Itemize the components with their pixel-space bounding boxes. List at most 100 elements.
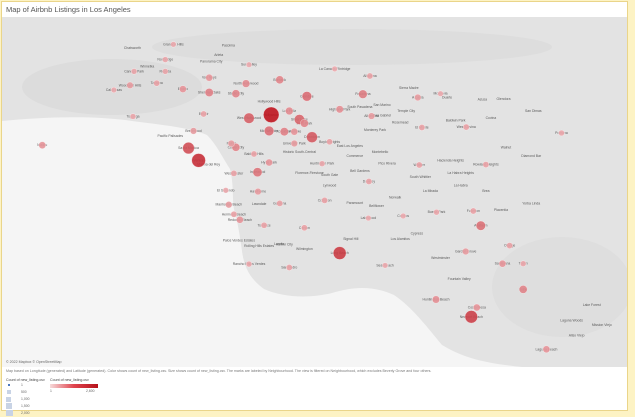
city-label: Historic South-Central [283, 150, 316, 154]
city-label: Monterey Park [364, 128, 386, 132]
listing-bubble[interactable]: Sherman Oaks [204, 88, 214, 97]
color-legend-max: 2,600 [86, 389, 95, 393]
city-label: Glendora [497, 97, 511, 101]
listing-bubble[interactable]: Alhambra [368, 112, 375, 120]
listing-bubble[interactable]: Garden Grove [462, 248, 470, 255]
listing-bubble[interactable]: Glendale [301, 91, 312, 102]
listing-bubble[interactable]: Boyle Heights [326, 138, 333, 146]
listing-bubble[interactable]: Laguna Beach [542, 345, 551, 353]
listing-bubble[interactable]: Woodland Hills [126, 81, 134, 89]
size-swatch [7, 390, 11, 394]
map-canvas[interactable]: Northridge Panorama City Pacoima Arleta Sun … [2, 17, 627, 367]
listing-bubble[interactable]: Hollywood [263, 106, 280, 123]
listing-bubble[interactable]: Buena Park [433, 209, 440, 216]
listing-bubble[interactable]: Van Nuys [205, 74, 213, 82]
listing-bubble[interactable]: Pasadena [358, 89, 368, 99]
listing-bubble[interactable]: Redondo Beach [236, 216, 244, 224]
map-attribution[interactable]: © 2022 Mapbox © OpenStreetMap [6, 360, 62, 364]
listing-bubble[interactable]: Whittier [416, 161, 423, 169]
color-legend-title: Count of new_listing.csv [50, 378, 89, 382]
listing-bubbles[interactable]: Hollywood Venice Long Beach Newport Beach Sa… [38, 41, 565, 353]
listing-bubble[interactable]: Inglewood [252, 167, 263, 177]
listing-bubble[interactable]: Tustin [520, 260, 527, 267]
listing-bubble[interactable]: Reseda [162, 68, 169, 75]
city-label: Brea [482, 189, 489, 193]
listing-bubble[interactable]: Brentwood [190, 127, 197, 135]
listing-bubble[interactable]: Canoga Park [131, 68, 138, 75]
city-label: Pico Rivera [378, 161, 395, 165]
listing-bubble[interactable]: North Hollywood [241, 79, 251, 88]
listing-bubble[interactable]: Burbank [275, 75, 284, 84]
listing-bubble[interactable]: Echo Park [300, 119, 309, 128]
listing-bubble[interactable]: Westchester [230, 170, 238, 177]
size-legend-title: Count of new_listing.csv [6, 378, 45, 382]
size-swatch [6, 403, 12, 409]
listing-bubble[interactable]: Lakewood [365, 215, 372, 222]
listing-bubble[interactable]: La Canada Flintridge [331, 65, 338, 72]
listing-bubble[interactable]: Northridge [162, 56, 169, 63]
listing-bubble[interactable]: Baldwin Hills [250, 150, 258, 158]
city-label: Covina [486, 116, 497, 120]
listing-bubble[interactable]: Rancho Palos Verdes [245, 261, 253, 268]
listing-bubble[interactable]: Huntington Park [319, 160, 326, 167]
listing-bubble[interactable]: Calabasas [110, 87, 117, 93]
listing-bubble[interactable]: Granada Hills [170, 41, 177, 48]
listing-bubble[interactable]: Hawthorne [254, 188, 262, 196]
size-legend-row: 1,500 [6, 403, 46, 410]
listing-bubble[interactable]: Malibu [38, 141, 46, 149]
city-label: Commerce [347, 154, 364, 158]
listing-bubble[interactable]: Downtown [306, 131, 318, 143]
listing-bubble[interactable]: Hyde Park [265, 158, 273, 167]
listing-bubble[interactable]: Highland Park [335, 105, 344, 114]
listing-bubble[interactable]: Westlake [290, 128, 298, 136]
listing-bubble[interactable]: Santa Ana [498, 260, 507, 268]
listing-bubble[interactable]: Manhattan Beach [225, 201, 233, 209]
listing-bubble[interactable]: Mid-Wilshire [264, 125, 275, 136]
listing-bubble[interactable]: Gardena [276, 200, 283, 207]
listing-bubble[interactable]: Downey [365, 178, 373, 185]
listing-bubble[interactable]: Costa Mesa [473, 303, 481, 312]
listing-bubble[interactable]: Encino [179, 85, 187, 93]
listing-bubble[interactable]: Fullerton [470, 207, 477, 215]
listing-bubble[interactable]: Koreatown [279, 127, 289, 137]
listing-bubble[interactable]: Compton [321, 197, 328, 204]
listing-bubble[interactable]: Carson [301, 224, 308, 232]
map-view[interactable]: Northridge Panorama City Pacoima Arleta Sun … [2, 17, 627, 367]
listing-bubble[interactable]: Venice [191, 153, 206, 168]
listing-bubble[interactable]: Palms [227, 140, 235, 147]
listing-bubble[interactable]: Torrance [260, 222, 268, 229]
listing-bubble[interactable]: Newport Beach [464, 310, 478, 324]
listing-bubble[interactable]: Pomona [558, 129, 565, 137]
listing-bubble[interactable]: El Monte [418, 124, 426, 131]
listing-bubble[interactable]: Seal Beach [382, 262, 389, 269]
listing-bubble[interactable]: Cerritos [400, 213, 407, 219]
listing-bubble[interactable]: Huntington Beach [432, 295, 440, 304]
listing-bubble[interactable]: El Segundo [222, 187, 229, 194]
listing-bubble[interactable]: University Park [290, 140, 298, 147]
listing-bubble[interactable]: Santa Monica [182, 142, 195, 155]
listing-bubble[interactable]: Hermosa Beach [230, 211, 238, 218]
listing-bubble[interactable]: Monrovia [437, 90, 444, 97]
listing-bubble[interactable]: Topanga [129, 113, 137, 120]
city-label: La Habra Heights [448, 171, 475, 175]
listing-bubble[interactable]: West Hollywood [243, 112, 255, 124]
listing-bubble[interactable]: Los Feliz [285, 106, 294, 116]
listing-bubble[interactable]: San Pedro [286, 264, 293, 271]
color-legend-labels: 1 2,600 [50, 388, 100, 394]
city-label: Baldwin Park [446, 118, 466, 122]
listing-bubble[interactable]: Rowland Heights [482, 161, 490, 168]
city-label: Aliso Viejo [569, 333, 585, 337]
city-label: South Whittier [410, 175, 432, 179]
listing-bubble[interactable]: Altadena [366, 72, 374, 80]
listing-bubble[interactable]: Orange [506, 242, 513, 249]
listing-bubble[interactable]: Arcadia [414, 94, 422, 101]
size-swatch [6, 410, 13, 416]
listing-bubble[interactable]: Sun Valley [246, 61, 252, 68]
listing-bubble[interactable]: Anaheim [475, 220, 486, 231]
listing-bubble[interactable]: Bel Air [200, 110, 207, 118]
listing-bubble[interactable]: Long Beach [333, 246, 347, 260]
listing-bubble[interactable]: West Covina [462, 123, 470, 131]
listing-bubble[interactable]: Tarzana [153, 79, 160, 87]
listing-bubble[interactable]: Studio City [231, 89, 241, 98]
listing-bubble[interactable]: Irvine [519, 285, 528, 294]
